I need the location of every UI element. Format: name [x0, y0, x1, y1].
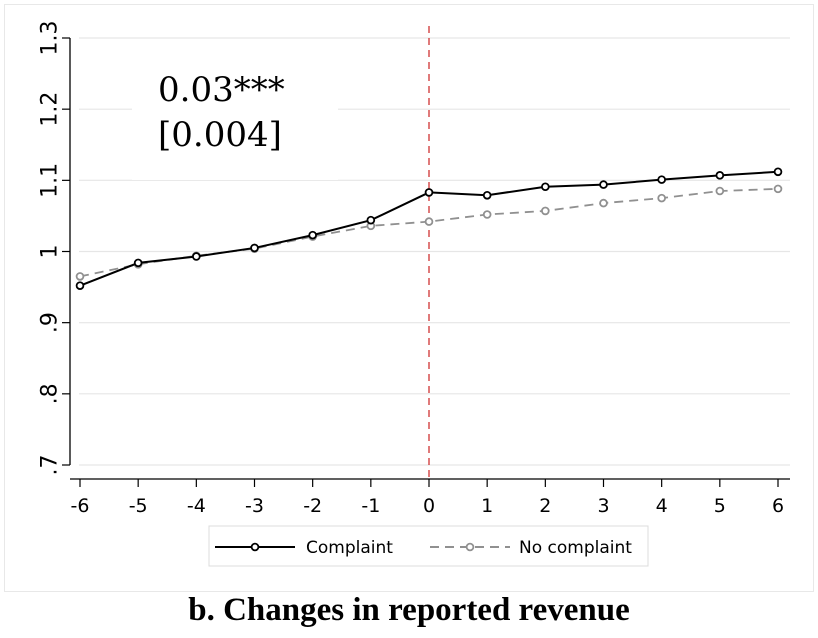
series-marker [424, 188, 434, 197]
series-marker [657, 175, 666, 184]
series-marker [773, 167, 783, 177]
legend-label: No complaint [519, 538, 632, 558]
x-tick-label: 0 [423, 495, 435, 517]
legend-label: Complaint [306, 538, 393, 558]
gridlines [79, 37, 790, 466]
y-tick-label: .9 [38, 312, 63, 333]
series-marker [599, 180, 608, 189]
y-tick-label: 1 [38, 245, 63, 259]
y-tick-label: 1.2 [38, 92, 63, 127]
legend-swatch-marker [465, 542, 475, 552]
series-marker [192, 252, 201, 261]
series-marker [424, 217, 434, 226]
annotation-box [132, 60, 338, 180]
y-tick-label: .7 [38, 455, 63, 476]
series-marker [250, 243, 259, 253]
series-marker [482, 190, 492, 200]
x-tick-label: 2 [539, 495, 551, 517]
x-tick-label: 1 [481, 495, 493, 517]
annotation-estimate: 0.03*** [158, 70, 285, 110]
x-tick-label: -3 [245, 495, 264, 517]
x-tick-label: 5 [714, 495, 726, 517]
series-group [75, 167, 783, 290]
line-chart: .7 .8 .9 1 1.1 1.2 1.3 -6 -5 -4 -3 -2 -1 0 1 2 3 4 5 6 0.0… [38, 21, 790, 567]
y-tick-label: 1.1 [38, 163, 63, 198]
series-marker [75, 281, 85, 290]
legend-swatch-marker [250, 542, 260, 552]
series-marker [715, 186, 725, 196]
x-tick-label: 4 [656, 495, 668, 517]
x-tick-label: -4 [187, 495, 206, 517]
figure-caption: b. Changes in reported revenue [188, 592, 630, 628]
y-tick-label: 1.3 [38, 21, 63, 56]
x-tick-label: 3 [597, 495, 609, 517]
x-tick-label: -6 [71, 495, 90, 517]
series-marker [599, 198, 608, 208]
series-marker [482, 210, 492, 219]
series-marker [715, 171, 725, 180]
series-marker [541, 206, 550, 216]
estimate-annotation: 0.03*** [0.004] [132, 60, 338, 180]
x-tick-label: -2 [303, 495, 322, 517]
series-marker [133, 258, 143, 268]
legend: Complaint No complaint [208, 525, 649, 567]
series-marker [308, 230, 317, 240]
series-marker [541, 182, 550, 192]
series-marker [773, 184, 783, 194]
y-tick-label: .8 [38, 383, 63, 404]
x-axis-ticks: -6 -5 -4 -3 -2 -1 0 1 2 3 4 5 6 [71, 479, 784, 517]
y-axis-ticks: .7 .8 .9 1 1.1 1.2 1.3 [38, 21, 70, 476]
series-marker [75, 272, 85, 281]
series-marker [657, 193, 666, 203]
x-tick-label: -5 [129, 495, 148, 517]
series-marker [366, 215, 376, 225]
x-tick-label: 6 [772, 495, 784, 517]
x-tick-label: -1 [361, 495, 380, 517]
annotation-std-error: [0.004] [158, 115, 282, 155]
